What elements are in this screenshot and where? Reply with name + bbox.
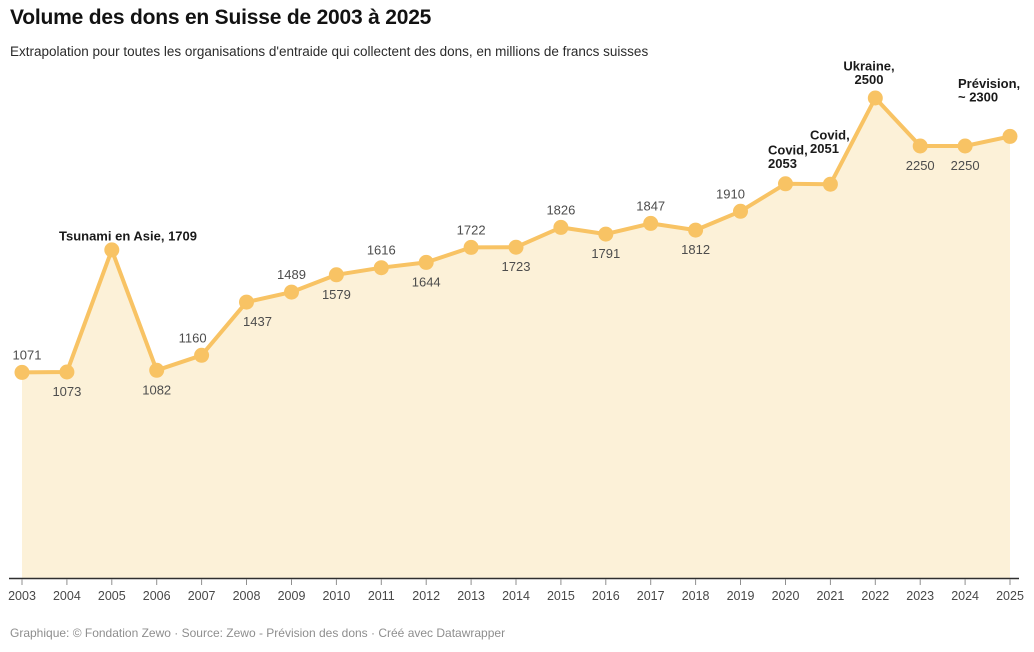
value-label-2023: 2250	[906, 158, 935, 173]
donations-area-chart: 2003 2004 2005 2006 2007 2008 2009 2010 2011 2012…	[8, 60, 1024, 603]
value-label-2018: 1812	[681, 242, 710, 257]
data-point-2025[interactable]	[1002, 128, 1018, 144]
x-tick-label-2021: 2021	[816, 589, 844, 603]
x-tick-label-2010: 2010	[322, 589, 350, 603]
x-tick-label-2008: 2008	[233, 589, 261, 603]
x-tick-label-2019: 2019	[727, 589, 755, 603]
x-tick-label-2025: 2025	[996, 589, 1024, 603]
covid-2021-annotation-line-1: Covid,	[810, 128, 850, 143]
data-point-2004[interactable]	[59, 364, 75, 380]
data-point-2008[interactable]	[239, 294, 254, 310]
x-tick-label-2007: 2007	[188, 589, 216, 603]
data-point-2016[interactable]	[598, 226, 614, 242]
value-label-2003: 1071	[13, 347, 42, 362]
x-tick-label-2015: 2015	[547, 589, 575, 603]
value-label-2011: 1616	[367, 243, 396, 258]
value-label-2015: 1826	[546, 202, 575, 217]
value-label-2019: 1910	[716, 186, 745, 201]
data-point-2018[interactable]	[688, 222, 704, 238]
value-label-2010: 1579	[322, 287, 351, 302]
data-point-2022[interactable]	[867, 90, 883, 106]
value-label-2006: 1082	[142, 382, 171, 397]
data-point-2014[interactable]	[508, 239, 524, 255]
x-tick-label-2006: 2006	[143, 589, 171, 603]
data-point-2011[interactable]	[373, 260, 389, 276]
x-tick-label-2003: 2003	[8, 589, 36, 603]
prevision-annotation-line-2: ~ 2300	[958, 90, 998, 105]
value-label-2014: 1723	[502, 259, 531, 274]
tsunami-annotation: Tsunami en Asie, 1709	[59, 229, 197, 244]
area-fill	[22, 98, 1010, 578]
value-label-2004: 1073	[52, 384, 81, 399]
data-point-2020[interactable]	[778, 176, 793, 192]
data-point-2024[interactable]	[957, 138, 973, 154]
data-point-2005[interactable]	[104, 242, 120, 258]
value-label-2013: 1722	[457, 222, 486, 237]
covid-2021-annotation-line-2: 2051	[810, 141, 839, 156]
value-label-2016: 1791	[591, 246, 620, 261]
data-point-2019[interactable]	[733, 203, 748, 219]
data-point-2017[interactable]	[643, 215, 659, 231]
chart-footer: Graphique: © Fondation Zewo · Source: Ze…	[10, 626, 506, 640]
data-point-2009[interactable]	[284, 284, 299, 300]
x-tick-label-2005: 2005	[98, 589, 126, 603]
ukraine-annotation-line-1: Ukraine,	[843, 60, 894, 74]
data-point-2006[interactable]	[149, 362, 165, 378]
x-tick-label-2020: 2020	[772, 589, 800, 603]
ukraine-annotation-line-2: 2500	[855, 72, 884, 87]
value-label-2007: 1160	[179, 330, 207, 345]
covid-2020-annotation-line-2: 2053	[768, 156, 797, 171]
value-label-2012: 1644	[412, 274, 441, 289]
chart-title: Volume des dons en Suisse de 2003 à 2025	[10, 6, 432, 29]
x-tick-label-2017: 2017	[637, 589, 665, 603]
data-point-2003[interactable]	[14, 364, 30, 380]
data-point-2007[interactable]	[194, 347, 210, 363]
data-point-2021[interactable]	[822, 176, 838, 192]
x-tick-label-2018: 2018	[682, 589, 710, 603]
x-tick-label-2023: 2023	[906, 589, 934, 603]
data-point-2012[interactable]	[418, 254, 434, 270]
x-tick-label-2009: 2009	[278, 589, 306, 603]
data-point-2023[interactable]	[912, 138, 928, 154]
x-tick-label-2011: 2011	[368, 589, 395, 603]
data-point-2013[interactable]	[463, 239, 479, 255]
x-tick-label-2004: 2004	[53, 589, 81, 603]
value-label-2009: 1489	[277, 267, 306, 282]
x-tick-label-2016: 2016	[592, 589, 620, 603]
value-label-2024: 2250	[951, 158, 980, 173]
covid-2020-annotation-line-1: Covid,	[768, 143, 808, 158]
data-point-2010[interactable]	[328, 267, 344, 283]
data-point-2015[interactable]	[553, 219, 569, 235]
value-label-2008: 1437	[243, 314, 272, 329]
x-tick-label-2014: 2014	[502, 589, 530, 603]
x-tick-label-2013: 2013	[457, 589, 485, 603]
value-label-2017: 1847	[636, 198, 665, 213]
prevision-annotation-line-1: Prévision,	[958, 76, 1020, 91]
x-tick-label-2012: 2012	[412, 589, 440, 603]
x-tick-label-2024: 2024	[951, 589, 979, 603]
x-tick-label-2022: 2022	[861, 589, 889, 603]
chart-subtitle: Extrapolation pour toutes les organisati…	[10, 44, 649, 59]
